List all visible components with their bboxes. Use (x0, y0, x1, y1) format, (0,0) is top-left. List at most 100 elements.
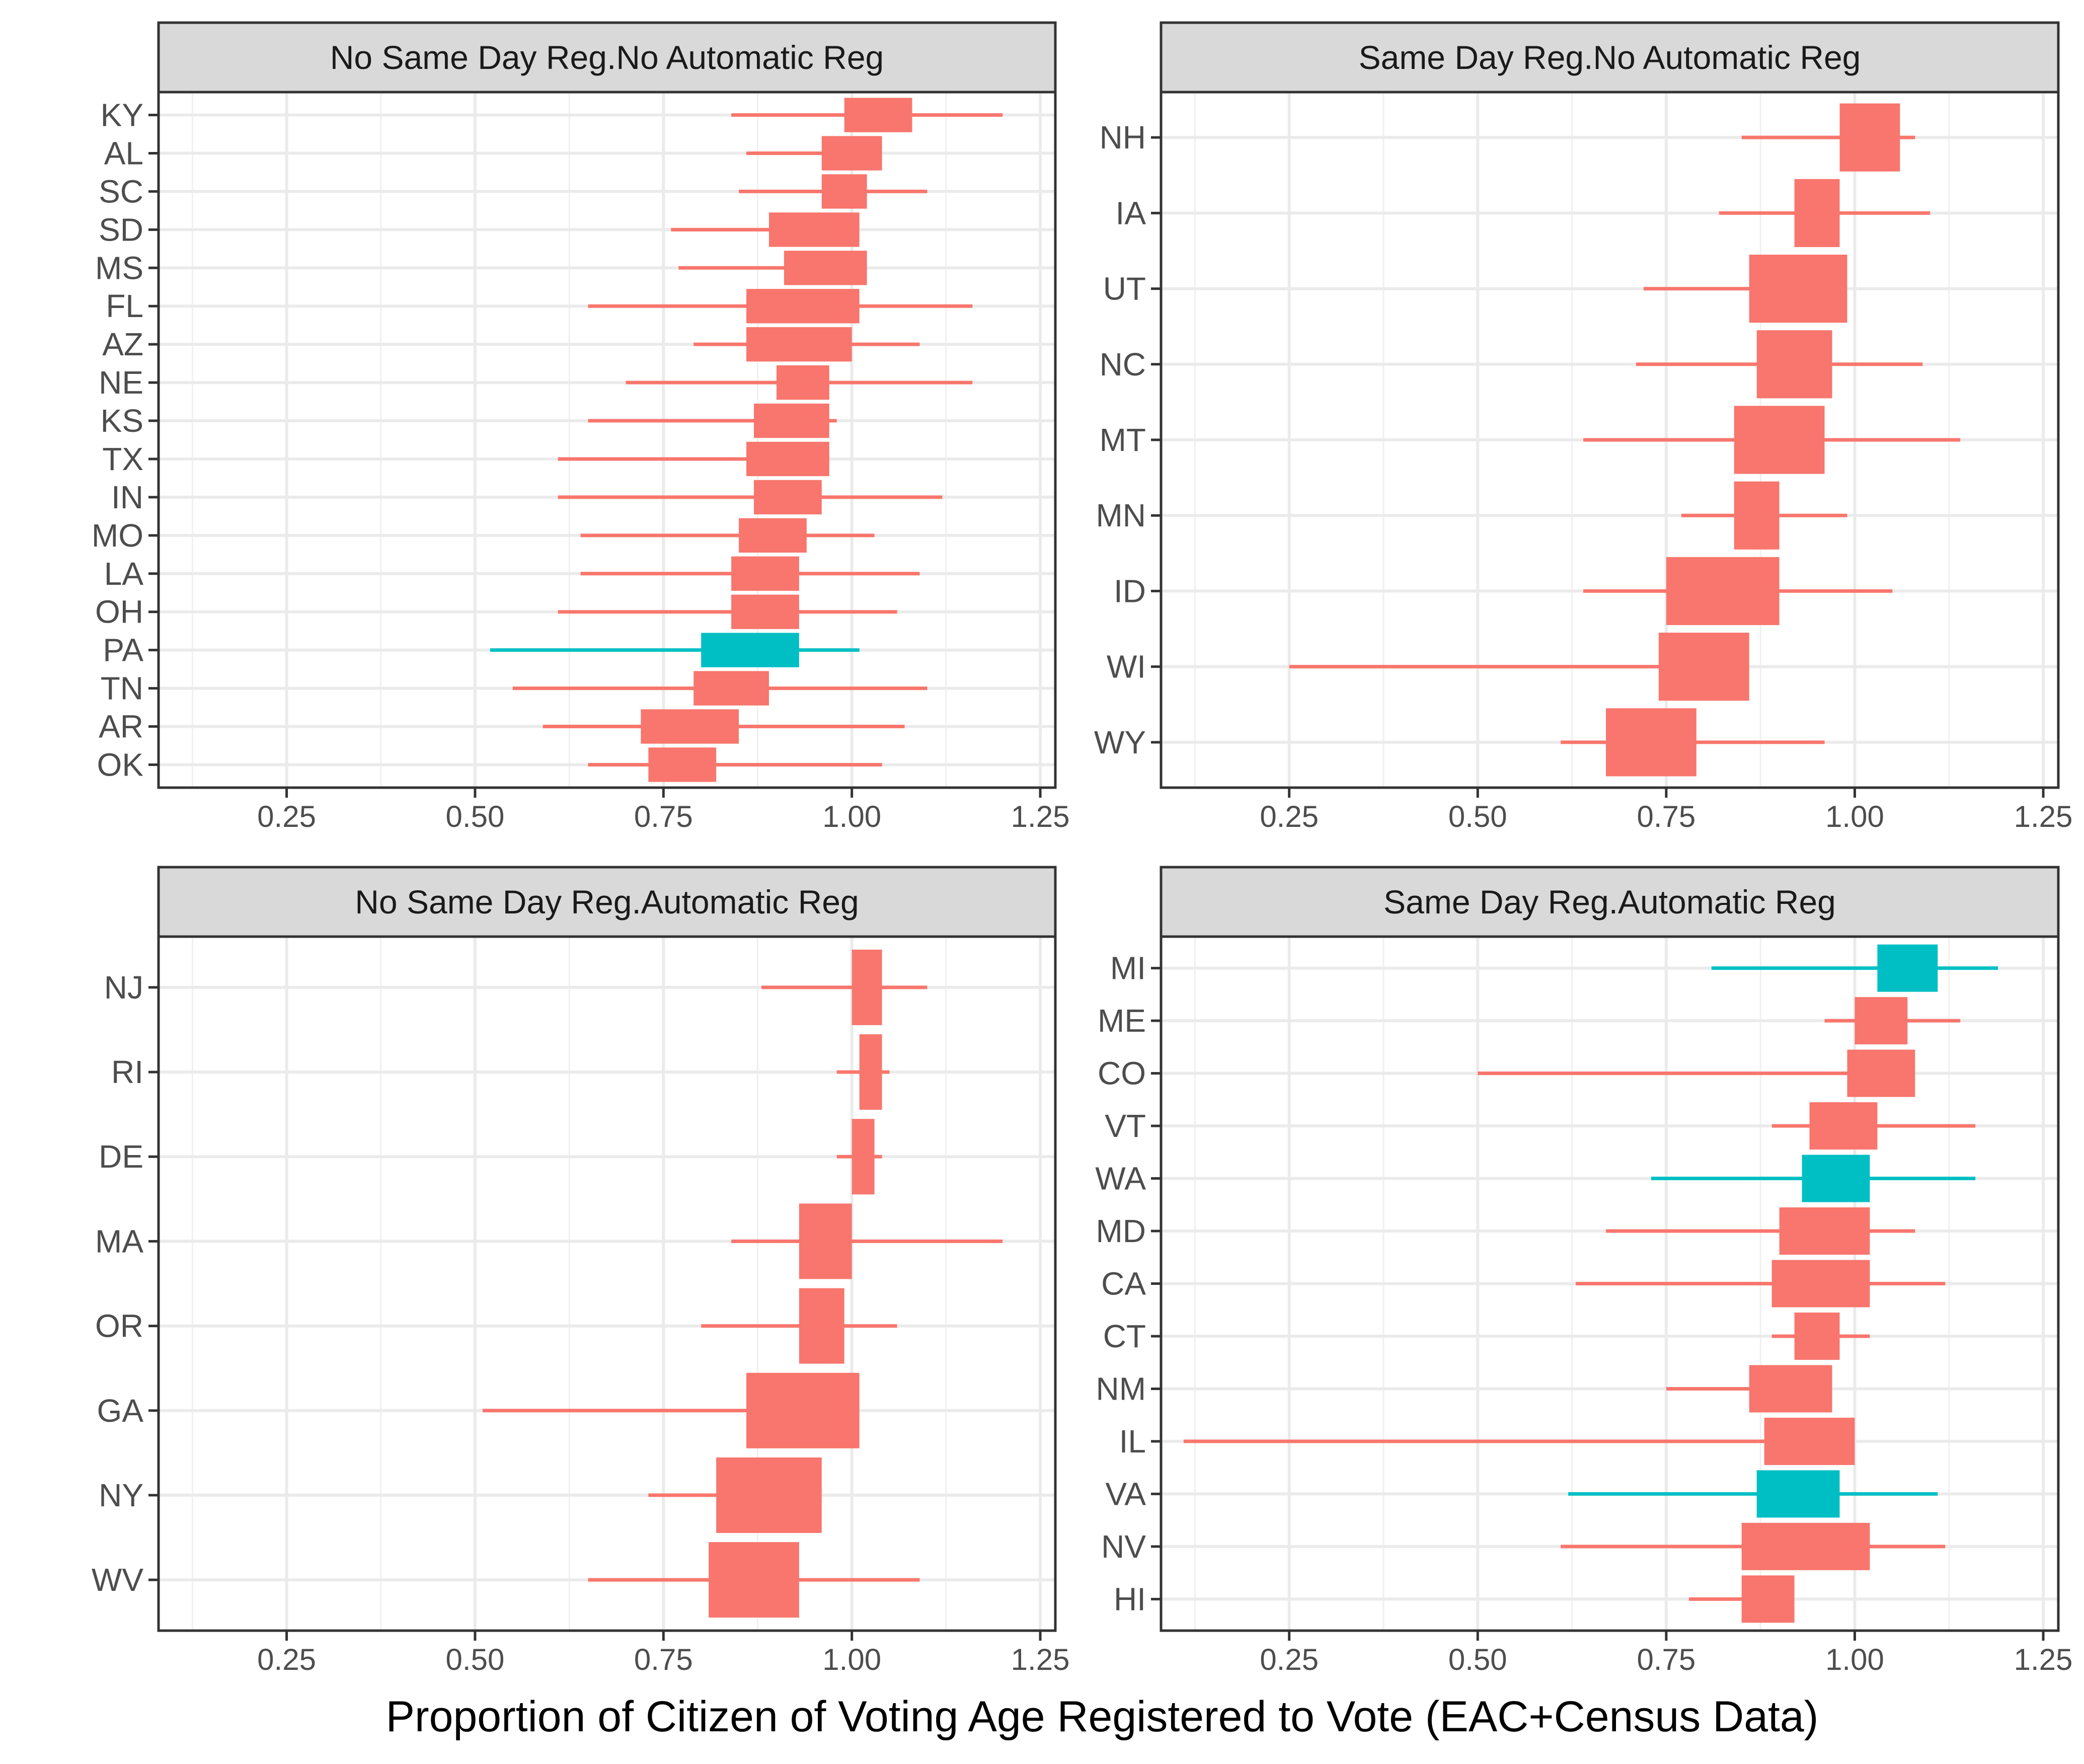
facet-title: No Same Day Reg.No Automatic Reg (330, 39, 884, 76)
range-box-mo (739, 518, 807, 553)
range-box-nh (1839, 103, 1900, 172)
range-box-wi (1658, 633, 1749, 701)
facet-strip (157, 21, 1057, 94)
state-label: KY (101, 97, 143, 133)
x-tick-label: 0.75 (1637, 1643, 1695, 1676)
range-box-id (1666, 557, 1780, 626)
state-label: MA (95, 1223, 143, 1259)
x-tick-label: 1.00 (822, 1643, 881, 1676)
state-label: NY (99, 1477, 143, 1513)
facet-panel: Same Day Reg.No Automatic Reg NH IA UT NC MT M… (1094, 21, 2073, 833)
range-box-ne (776, 365, 829, 400)
state-label: GA (97, 1393, 144, 1429)
facet-panel: No Same Day Reg.No Automatic Reg KYALSCSD… (92, 21, 1069, 833)
range-box-ri (859, 1034, 882, 1110)
x-tick-label: 0.50 (446, 800, 505, 833)
state-label: RI (111, 1054, 143, 1090)
state-label: NM (1096, 1370, 1146, 1407)
state-label: LA (104, 556, 144, 592)
state-label: TN (101, 670, 143, 707)
facet-strip (1160, 21, 2060, 94)
range-box-me (1855, 997, 1908, 1045)
state-label: SC (99, 173, 143, 209)
range-box-fl (746, 289, 860, 324)
x-tick-label: 1.25 (1011, 1643, 1070, 1676)
range-box-nv (1741, 1522, 1870, 1570)
range-box-tn (693, 671, 769, 706)
range-box-ia (1794, 179, 1840, 247)
x-tick-label: 0.75 (1637, 800, 1695, 833)
range-box-nm (1749, 1365, 1832, 1413)
state-label: FL (106, 288, 143, 324)
state-label: WY (1094, 724, 1146, 760)
state-label: DE (99, 1138, 143, 1175)
state-label: PA (103, 632, 143, 668)
x-tick-label: 0.50 (1448, 1643, 1507, 1676)
range-box-il (1764, 1417, 1855, 1465)
panels-layer: No Same Day Reg.No Automatic Reg KYALSCSD… (92, 21, 2073, 1676)
x-tick-label: 0.75 (634, 1643, 693, 1676)
state-label: VA (1105, 1476, 1146, 1512)
range-box-wy (1606, 708, 1696, 777)
range-box-mi (1877, 944, 1938, 992)
x-tick-label: 0.75 (634, 800, 693, 833)
state-label: MT (1100, 422, 1146, 458)
range-box-wv (709, 1542, 799, 1618)
range-box-nj (852, 949, 882, 1025)
range-box-ms (784, 251, 867, 285)
panel-border (157, 935, 1057, 1632)
state-label: AL (104, 135, 143, 171)
state-label: MD (1096, 1213, 1146, 1249)
x-tick-label: 1.00 (1825, 1643, 1884, 1676)
state-label: NJ (104, 969, 143, 1006)
range-box-ar (641, 709, 739, 744)
facet-strip (157, 866, 1057, 938)
x-axis-title: Proportion of Citizen of Voting Age Regi… (386, 1693, 1819, 1741)
facet-panel: No Same Day Reg.Automatic Reg NJ RI DE MA OR G… (92, 866, 1070, 1676)
range-box-la (731, 556, 799, 591)
state-label: OR (95, 1308, 143, 1344)
state-label: ID (1114, 573, 1146, 609)
range-box-oh (731, 594, 799, 629)
range-box-ma (799, 1203, 852, 1279)
state-label: MN (1096, 497, 1146, 533)
state-label: HI (1114, 1581, 1146, 1617)
range-box-ut (1749, 254, 1847, 323)
range-box-ks (754, 403, 829, 438)
x-tick-label: 1.00 (822, 800, 881, 833)
panel-border (1160, 91, 2060, 789)
state-label: TX (102, 441, 143, 477)
range-box-ca (1771, 1260, 1870, 1308)
range-box-or (799, 1288, 844, 1364)
range-box-ky (844, 98, 912, 132)
range-box-mn (1734, 481, 1780, 550)
x-tick-label: 0.25 (257, 800, 316, 833)
state-label: WV (92, 1562, 143, 1598)
state-label: NC (1100, 346, 1146, 382)
range-box-mt (1734, 406, 1825, 474)
range-box-pa (701, 633, 799, 667)
range-box-in (754, 480, 822, 515)
x-tick-label: 1.00 (1825, 800, 1884, 833)
range-box-ga (746, 1372, 860, 1448)
x-tick-label: 0.25 (1260, 800, 1319, 833)
state-label: IA (1116, 195, 1146, 231)
range-box-hi (1741, 1575, 1795, 1623)
state-label: MS (95, 250, 143, 286)
state-label: CO (1098, 1055, 1146, 1092)
state-label: CA (1101, 1266, 1146, 1302)
state-label: OH (95, 594, 143, 630)
state-label: WA (1095, 1161, 1146, 1197)
state-label: WI (1107, 649, 1146, 685)
range-box-nc (1756, 330, 1832, 399)
range-box-de (852, 1119, 875, 1195)
plot-background (159, 92, 1055, 788)
x-tick-label: 1.25 (2014, 800, 2073, 833)
range-box-md (1779, 1207, 1870, 1255)
state-label: UT (1103, 271, 1146, 307)
state-label: MI (1110, 950, 1146, 986)
range-box-vt (1809, 1102, 1878, 1150)
x-tick-label: 0.25 (1260, 1643, 1319, 1676)
range-box-az (746, 327, 852, 362)
